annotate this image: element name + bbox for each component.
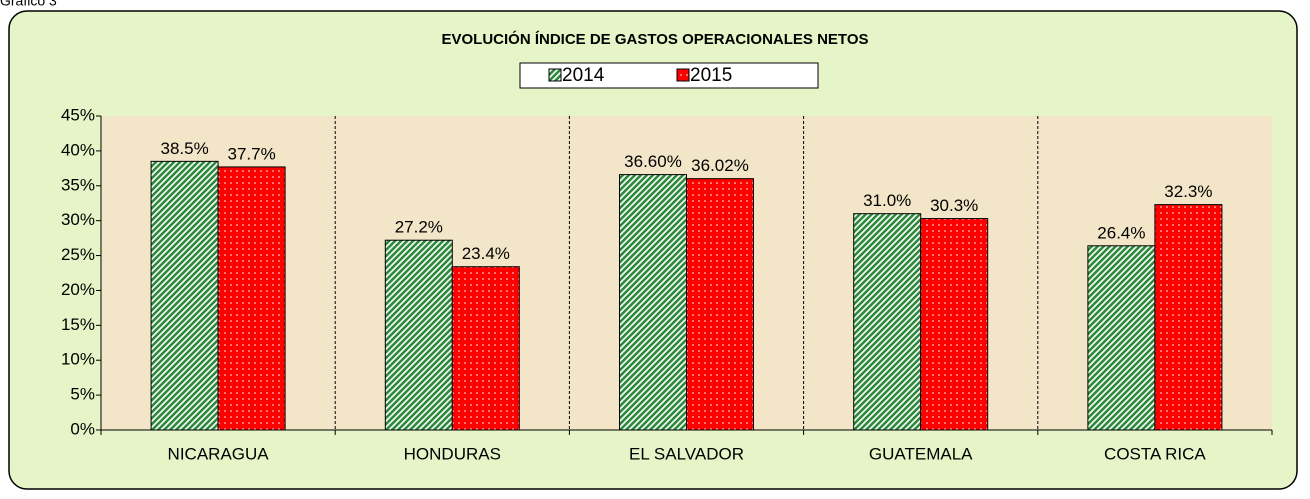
bar [1087,245,1156,431]
bar [217,166,286,431]
y-tick-label: 5% [70,385,95,404]
y-tick-label: 25% [61,245,95,264]
bar [920,218,989,431]
x-tick-label: EL SALVADOR [629,444,744,463]
value-label: 30.3% [930,196,978,215]
legend-swatch [548,68,562,82]
bar [384,239,453,431]
bar [853,213,922,431]
value-label: 37.7% [227,144,275,163]
y-tick-label: 35% [61,175,95,194]
legend-label: 2015 [690,65,732,86]
x-tick-label: GUATEMALA [869,444,973,463]
x-tick-label: COSTA RICA [1104,444,1206,463]
bar [451,266,520,431]
value-label: 31.0% [863,191,911,210]
bar [1154,204,1223,431]
value-label: 23.4% [462,244,510,263]
y-tick-label: 10% [61,350,95,369]
value-label: 36.60% [624,152,682,171]
bar [150,160,219,431]
bar [686,178,754,431]
y-tick-label: 15% [61,315,95,334]
legend-box [519,62,819,89]
x-tick-label: HONDURAS [404,444,501,463]
legend-swatch [676,68,690,82]
bar [619,174,687,431]
y-tick-label: 45% [61,105,95,124]
y-tick-label: 20% [61,280,95,299]
caption: Gráfico 3 [0,0,57,9]
chart-title: EVOLUCIÓN ÍNDICE DE GASTOS OPERACIONALES… [441,30,868,48]
y-tick-label: 30% [61,210,95,229]
value-label: 36.02% [691,156,749,175]
value-label: 38.5% [160,139,208,158]
x-tick-label: NICARAGUA [168,444,270,463]
value-label: 26.4% [1097,223,1145,242]
legend-label: 2014 [562,65,605,86]
value-label: 32.3% [1164,182,1212,201]
value-label: 27.2% [395,218,443,237]
y-tick-label: 40% [61,140,95,159]
y-tick-label: 0% [70,419,95,438]
